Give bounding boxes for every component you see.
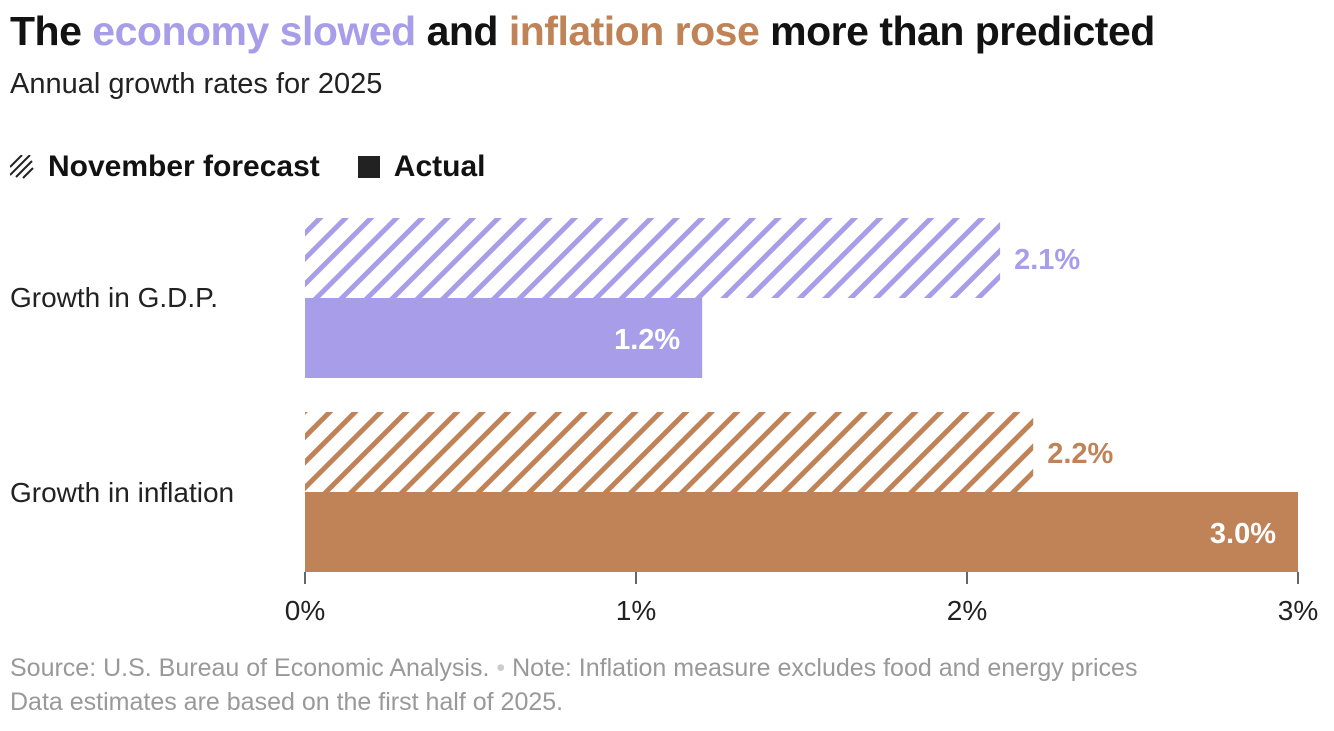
legend: November forecast Actual: [10, 150, 523, 184]
data-label-actual-0: 1.2%: [614, 324, 680, 356]
legend-actual-label: Actual: [393, 150, 486, 183]
bar-forecast-0: [305, 218, 1001, 298]
data-label-forecast-1: 2.2%: [1047, 438, 1113, 470]
bar-actual-1: [305, 492, 1298, 572]
bar-actual-0: [305, 298, 703, 378]
x-tick-label-1: 1%: [616, 595, 656, 626]
title-suffix: more than predicted: [759, 8, 1155, 54]
x-tick-label-2: 2%: [947, 595, 987, 626]
hatch-swatch-icon: [10, 155, 34, 179]
data-label-actual-1: 3.0%: [1210, 518, 1276, 550]
legend-actual: Actual: [357, 150, 486, 184]
title-prefix: The: [10, 8, 93, 54]
footer-note: Note: Inflation measure excludes food an…: [512, 654, 1138, 682]
title-highlight-economy: economy slowed: [92, 8, 416, 54]
legend-forecast: November forecast: [10, 150, 320, 184]
chart-subtitle: Annual growth rates for 2025: [10, 68, 383, 100]
x-tick-label-3: 3%: [1278, 595, 1318, 626]
footer-source: Source: U.S. Bureau of Economic Analysis…: [10, 654, 490, 682]
footer-line-1: Source: U.S. Bureau of Economic Analysis…: [10, 654, 1137, 683]
x-tick-label-0: 0%: [285, 595, 325, 626]
footer-separator: •: [496, 654, 506, 682]
footer-line-2: Data estimates are based on the first ha…: [10, 688, 564, 716]
title-highlight-inflation: inflation rose: [508, 8, 760, 54]
chart-title: The economy slowed and inflation rose mo…: [10, 8, 1155, 55]
category-label-inflation: Growth in inflation: [10, 477, 235, 508]
solid-swatch-icon: [357, 156, 380, 178]
legend-forecast-label: November forecast: [48, 150, 320, 183]
bar-chart: 2.1% 1.2% 2.2% 3.0% 0% 1% 2% 3%: [285, 218, 1318, 626]
bar-forecast-1: [305, 412, 1034, 492]
data-label-forecast-0: 2.1%: [1014, 244, 1080, 276]
title-middle: and: [415, 8, 509, 54]
category-label-gdp: Growth in G.D.P.: [10, 282, 219, 313]
